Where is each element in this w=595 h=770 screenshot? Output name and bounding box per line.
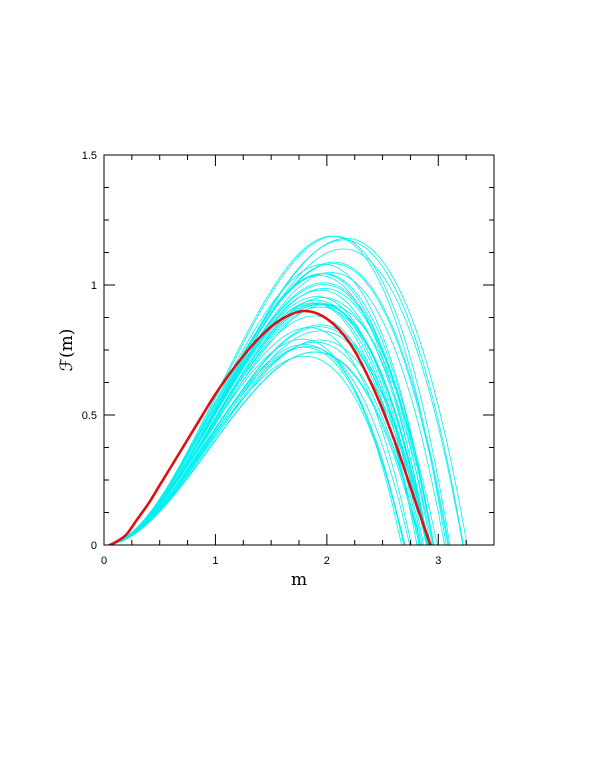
x-axis-label: m — [291, 570, 307, 590]
ensemble-curve — [109, 304, 438, 545]
axis-ticks — [103, 154, 495, 546]
x-tick-label: 0 — [101, 555, 107, 567]
ensemble-curve — [109, 235, 447, 545]
ensemble-curve — [109, 326, 427, 545]
ensemble-curve — [109, 263, 434, 545]
ensemble-curve — [109, 273, 431, 545]
highlight-series-line — [108, 309, 432, 545]
y-tick-label: 1.5 — [82, 150, 97, 162]
highlight-curve — [108, 309, 432, 545]
tick-labels: 0 1 2 3 0 0.5 1 1.5 — [82, 150, 442, 567]
x-tick-label: 1 — [212, 555, 218, 567]
y-tick-label: 0.5 — [82, 410, 97, 422]
ensemble-curve — [109, 263, 449, 545]
x-tick-label: 3 — [435, 555, 441, 567]
ensemble-curves — [109, 235, 468, 545]
x-tick-label: 2 — [324, 555, 330, 567]
ensemble-curve — [109, 351, 422, 545]
ensemble-curve — [109, 327, 412, 545]
ensemble-curve — [109, 248, 464, 545]
y-axis-label: ℱ(m) — [57, 329, 77, 372]
plot-frame — [103, 154, 495, 546]
y-tick-label: 0 — [91, 540, 97, 552]
ensemble-curve — [109, 339, 428, 545]
ensemble-curve — [109, 355, 406, 545]
y-tick-label: 1 — [91, 280, 97, 292]
